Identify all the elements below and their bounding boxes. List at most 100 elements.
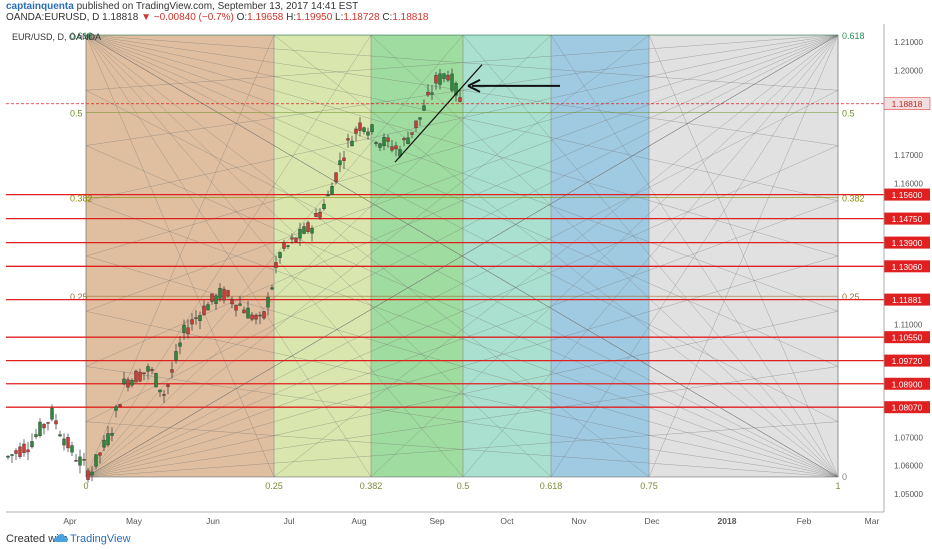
x-tick-6: Oct (500, 516, 514, 526)
fib-price-label-left-0: 0.618 (70, 31, 93, 41)
candle-body (26, 449, 30, 453)
candle-body (450, 73, 454, 91)
candle-body (454, 83, 458, 96)
candle-body (314, 213, 318, 217)
candle-body (74, 460, 78, 462)
level-tag-8: 1.08070 (892, 403, 923, 413)
fan-tvr-3 (462, 34, 839, 478)
candle-body (126, 379, 130, 388)
candle-body (142, 372, 146, 375)
candle-body (394, 145, 398, 150)
candle-body (42, 424, 46, 429)
fib-price-label-left-1: 0.5 (70, 109, 83, 119)
candle-body (90, 471, 94, 476)
candle-body (434, 75, 438, 84)
fan-tr-2 (85, 34, 839, 146)
fan-br-2 (85, 145, 839, 478)
annotation-arrow-head (467, 78, 481, 93)
candle-body (246, 307, 250, 319)
fib-zone-1 (274, 35, 371, 477)
level-tag-bg-3 (884, 260, 930, 273)
high-value: 1.19950 (296, 12, 333, 23)
fib-zone-2 (371, 35, 463, 477)
level-tag-0: 1.15600 (892, 190, 923, 200)
y-tick-1: 1.20000 (894, 66, 923, 75)
chart-header: captainquenta published on TradingView.c… (0, 0, 932, 24)
candle-body (386, 137, 390, 142)
fib-price-label-left-3: 0.25 (70, 292, 88, 302)
price-chart[interactable]: 0.618 0.618 0.5 0.5 0.382 0.382 0.25 0.25 0 0.25 0… (0, 24, 932, 528)
candle-body (38, 421, 42, 437)
candle-body (190, 319, 194, 325)
fan-tv-2 (85, 34, 372, 478)
candle-body (442, 73, 446, 79)
candle-body (286, 245, 290, 247)
x-tick-9: 2018 (718, 516, 737, 526)
candles (6, 68, 462, 483)
candle-body (210, 293, 214, 302)
candle-body (94, 454, 98, 467)
y-tick-0: 1.21000 (894, 38, 923, 47)
fan-br-6 (85, 366, 839, 478)
x-tick-10: Feb (797, 516, 812, 526)
fan-tv-5 (85, 34, 650, 478)
level-tag-2: 1.13900 (892, 238, 923, 248)
fib-zone-label-2: 0.382 (360, 481, 383, 491)
candle-body (378, 143, 382, 148)
candle-body (282, 242, 286, 249)
fan-br-7 (85, 421, 839, 478)
author-link[interactable]: captainquenta (6, 1, 74, 12)
candle-body (346, 138, 350, 141)
candle-body (322, 203, 326, 210)
y-tick-14: 1.06000 (894, 462, 923, 471)
candle-body (82, 459, 86, 461)
level-tag-7: 1.08900 (892, 379, 923, 389)
candle-body (270, 287, 274, 290)
candle-body (198, 315, 202, 321)
x-tick-3: Jul (284, 516, 295, 526)
candle-body (158, 389, 162, 393)
level-tag-3: 1.13060 (892, 262, 923, 272)
candle-body (70, 445, 74, 453)
level-tag-bg-6 (884, 354, 930, 367)
x-tick-4: Aug (351, 516, 366, 526)
candle-body (30, 441, 34, 448)
candle-body (182, 324, 186, 333)
candle-body (298, 228, 302, 239)
fan-tv-6 (85, 34, 839, 478)
tradingview-cloud-icon (54, 534, 68, 542)
tradingview-brand[interactable]: TradingView (70, 533, 131, 545)
fib-zone-label-5: 0.75 (640, 481, 658, 491)
fan-tvr-5 (648, 34, 839, 478)
y-tick-4: 1.16000 (894, 179, 923, 188)
candle-body (458, 97, 462, 102)
candle-body (326, 194, 330, 197)
level-tag-bg-0 (884, 188, 930, 201)
level-tag-4: 1.11881 (892, 295, 922, 305)
level-tag-6: 1.09720 (892, 356, 923, 366)
high-label: H: (286, 12, 297, 23)
level-tag-1: 1.14750 (892, 214, 923, 224)
candle-body (106, 433, 110, 446)
level-tag-bg-8 (884, 401, 930, 414)
candle-body (274, 262, 278, 268)
fan-tr-3 (85, 34, 839, 202)
candle-body (438, 73, 442, 85)
candle-body (214, 295, 218, 304)
candle-body (310, 227, 314, 234)
candle-body (174, 351, 178, 361)
fan-br-5 (85, 310, 839, 478)
candle-body (34, 434, 38, 437)
fan-tr-6 (85, 34, 839, 367)
candle-body (22, 443, 26, 453)
fan-tvr-2 (370, 34, 839, 478)
close-label: C: (382, 12, 393, 23)
candle-body (410, 132, 414, 135)
candle-body (338, 160, 342, 165)
candle-body (226, 290, 230, 297)
fib-zone-3 (463, 35, 551, 477)
candle-body (66, 437, 70, 449)
candle-body (318, 211, 322, 218)
candle-body (230, 299, 234, 305)
candle-body (382, 137, 386, 147)
